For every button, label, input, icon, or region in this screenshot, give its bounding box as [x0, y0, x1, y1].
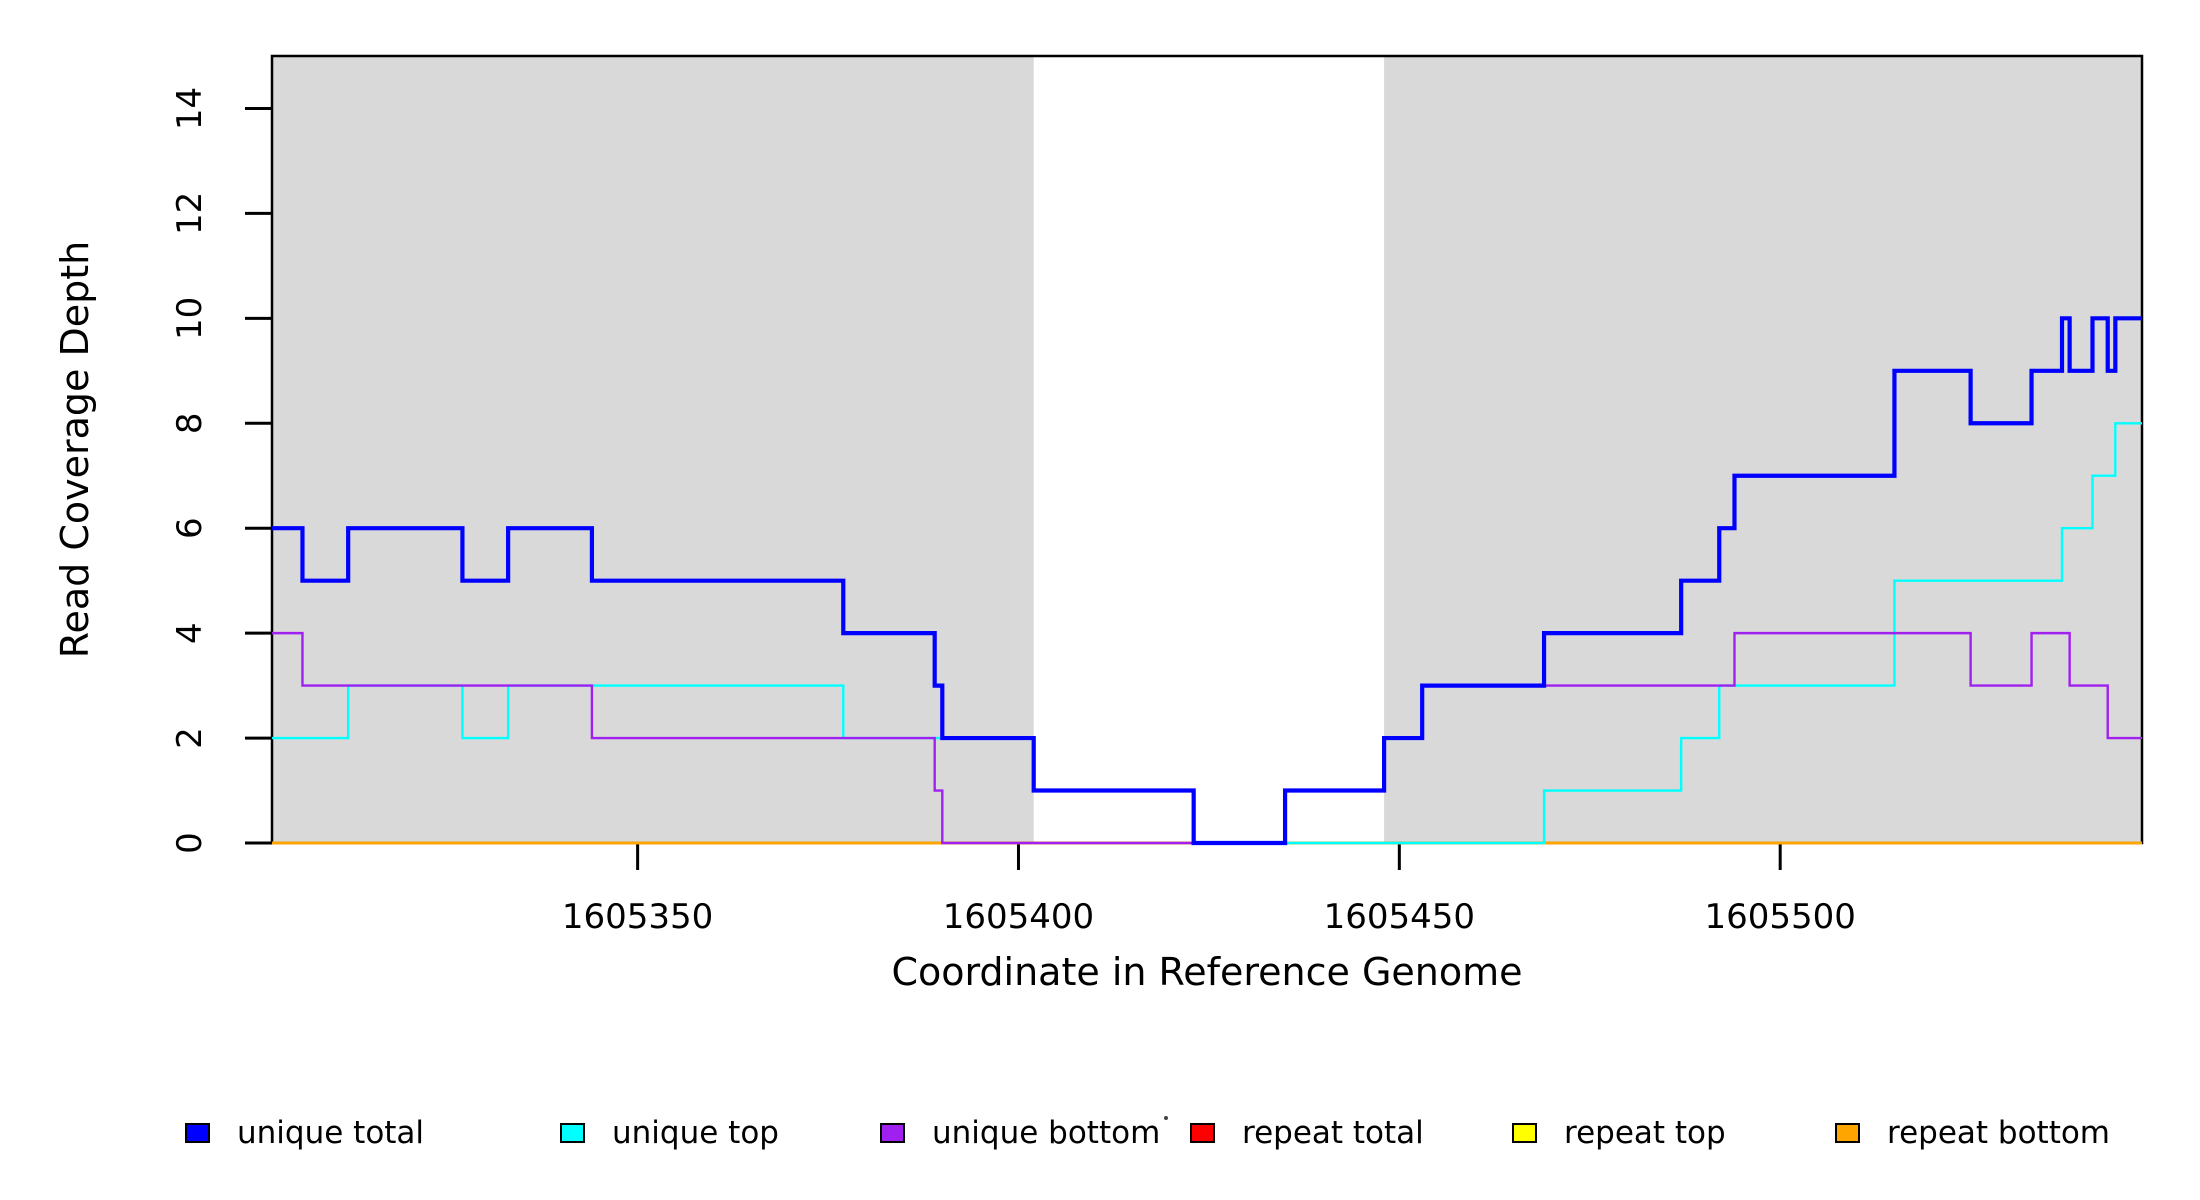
y-tick-label: 8	[170, 412, 210, 434]
y-tick-label: 12	[170, 192, 210, 235]
x-axis-title: Coordinate in Reference Genome	[891, 950, 1522, 994]
legend-label: repeat total	[1242, 1115, 1424, 1151]
x-tick-label: 1605350	[562, 897, 713, 937]
legend-item-repeat-top: repeat top	[1512, 1115, 1726, 1151]
shaded-region	[1384, 56, 2142, 843]
shaded-region	[272, 56, 1034, 843]
legend-label: unique top	[612, 1115, 779, 1151]
legend-swatch-repeat-total	[1190, 1123, 1215, 1143]
legend-label: repeat bottom	[1887, 1115, 2111, 1151]
y-tick-label: 4	[170, 622, 210, 644]
legend-label: unique total	[237, 1115, 425, 1151]
legend-item-repeat-total: repeat total	[1190, 1115, 1424, 1151]
series-unique-total-line	[272, 316, 2142, 846]
legend-swatch-unique-top	[560, 1123, 585, 1143]
x-tick-label: 1605450	[1324, 897, 1475, 937]
legend-swatch-repeat-bottom	[1835, 1123, 1860, 1143]
legend-label: unique bottom	[932, 1115, 1161, 1151]
y-axis-title: Read Coverage Depth	[53, 241, 97, 658]
legend-swatch-unique-bottom	[880, 1123, 905, 1143]
legend-item-unique-total: unique total	[185, 1115, 425, 1151]
y-tick-label: 2	[170, 727, 210, 749]
legend-item-repeat-bottom: repeat bottom	[1835, 1115, 2111, 1151]
y-tick-label: 0	[170, 832, 210, 854]
series-unique-top-line	[272, 422, 2142, 845]
legend-item-unique-bottom: unique bottom	[880, 1115, 1161, 1151]
x-tick-label: 1605400	[943, 897, 1094, 937]
x-tick-label: 1605500	[1704, 897, 1855, 937]
stray-dot	[1164, 1116, 1168, 1120]
legend-swatch-repeat-top	[1512, 1123, 1537, 1143]
y-tick-label: 6	[170, 517, 210, 539]
y-tick-label: 10	[170, 297, 210, 340]
legend-label: repeat top	[1564, 1115, 1726, 1151]
legend-item-unique-top: unique top	[560, 1115, 779, 1151]
legend-swatch-unique-total	[185, 1123, 210, 1143]
y-tick-label: 14	[170, 87, 210, 130]
